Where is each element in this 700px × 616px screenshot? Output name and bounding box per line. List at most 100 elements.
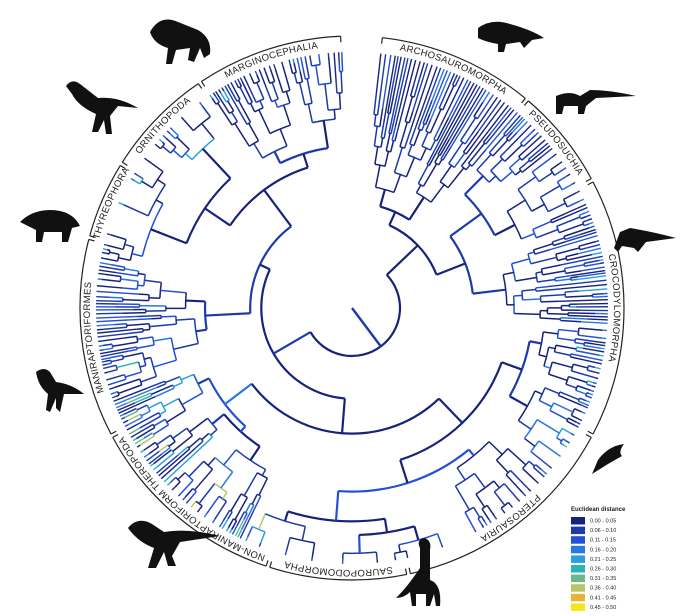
legend-label: 0.06 - 0.10 bbox=[590, 528, 616, 534]
branch bbox=[201, 148, 232, 180]
branch bbox=[562, 438, 567, 442]
branch bbox=[472, 506, 481, 518]
branch bbox=[292, 58, 295, 64]
branch bbox=[565, 256, 568, 261]
branch bbox=[248, 101, 253, 105]
branch bbox=[224, 382, 253, 405]
branch bbox=[141, 180, 153, 189]
clade-label-text: MANIRAPTORIFORMES bbox=[82, 281, 106, 394]
branch bbox=[106, 362, 112, 366]
silhouette bbox=[150, 19, 211, 65]
branch bbox=[273, 151, 282, 164]
branch bbox=[249, 445, 261, 462]
branch bbox=[570, 356, 584, 361]
silhouettes bbox=[20, 19, 676, 606]
branch bbox=[444, 87, 484, 153]
branch bbox=[556, 216, 581, 227]
legend-swatch bbox=[571, 593, 585, 602]
branch bbox=[109, 360, 113, 364]
branch bbox=[151, 432, 155, 437]
branch bbox=[533, 242, 554, 251]
branch bbox=[497, 109, 515, 130]
branch bbox=[239, 425, 247, 433]
branch bbox=[534, 131, 539, 136]
branch bbox=[179, 376, 184, 383]
branch bbox=[265, 86, 273, 102]
branch bbox=[463, 151, 467, 155]
branch bbox=[455, 472, 475, 487]
branch bbox=[429, 108, 442, 134]
branch bbox=[253, 143, 264, 159]
branch bbox=[403, 128, 412, 149]
branch bbox=[102, 248, 108, 251]
branch bbox=[176, 136, 190, 150]
branch bbox=[456, 467, 466, 481]
branch bbox=[600, 347, 605, 350]
branch bbox=[555, 344, 577, 350]
branch bbox=[581, 321, 608, 325]
branch bbox=[536, 419, 560, 434]
branch bbox=[170, 337, 178, 361]
branch bbox=[587, 395, 592, 399]
branch bbox=[254, 107, 264, 113]
branch bbox=[446, 84, 478, 138]
branch bbox=[591, 385, 596, 388]
branch bbox=[503, 483, 518, 499]
branch bbox=[417, 164, 429, 184]
branch bbox=[164, 376, 181, 384]
branch bbox=[549, 234, 598, 251]
branch bbox=[110, 234, 127, 241]
branch bbox=[259, 100, 264, 109]
branch bbox=[148, 446, 159, 455]
branch bbox=[150, 357, 158, 377]
branch bbox=[217, 94, 231, 114]
branch bbox=[547, 202, 566, 213]
branch bbox=[183, 119, 194, 132]
branch bbox=[584, 403, 589, 407]
branch bbox=[226, 83, 231, 89]
branch bbox=[586, 243, 601, 249]
branch bbox=[158, 460, 177, 477]
branch bbox=[118, 201, 124, 206]
branch bbox=[185, 177, 232, 244]
branch bbox=[570, 275, 579, 279]
branch bbox=[239, 86, 250, 105]
branch bbox=[558, 328, 579, 333]
branch bbox=[587, 356, 603, 362]
branch bbox=[385, 133, 391, 151]
branch bbox=[126, 323, 150, 327]
branch bbox=[374, 165, 381, 188]
branch bbox=[137, 314, 162, 318]
branch bbox=[560, 319, 582, 323]
branch bbox=[111, 344, 114, 349]
branch bbox=[408, 196, 425, 221]
branch bbox=[214, 500, 228, 520]
branch bbox=[171, 486, 176, 491]
branch bbox=[426, 150, 436, 165]
branch bbox=[97, 328, 137, 334]
branch bbox=[517, 114, 521, 119]
branch bbox=[439, 165, 453, 183]
branch bbox=[530, 450, 549, 467]
branch bbox=[201, 432, 210, 441]
branch bbox=[170, 449, 175, 454]
branch bbox=[555, 428, 563, 439]
branch bbox=[99, 265, 112, 269]
branch bbox=[560, 283, 607, 290]
branch bbox=[594, 376, 599, 380]
branch bbox=[309, 55, 312, 60]
branch bbox=[425, 119, 432, 132]
branch bbox=[96, 328, 104, 331]
branch bbox=[195, 328, 207, 333]
branch bbox=[556, 437, 563, 442]
branch bbox=[198, 482, 216, 505]
branch bbox=[110, 296, 123, 299]
branch bbox=[424, 113, 431, 125]
branch bbox=[311, 63, 321, 67]
branch bbox=[468, 104, 509, 157]
branch bbox=[398, 544, 402, 553]
branch bbox=[131, 252, 143, 257]
branch bbox=[570, 278, 578, 281]
branch bbox=[271, 82, 279, 100]
